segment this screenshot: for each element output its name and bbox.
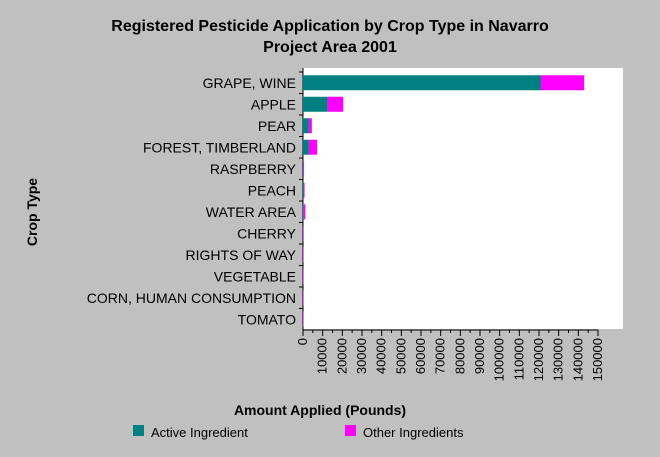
x-tick-label: 80000 xyxy=(452,338,467,374)
bar-other xyxy=(308,139,318,155)
legend-label: Active Ingredient xyxy=(151,425,248,440)
x-tick-label: 60000 xyxy=(413,338,428,374)
legend: Active Ingredient Other Ingredients xyxy=(133,425,464,440)
chart-title-line-2: Project Area 2001 xyxy=(263,39,397,56)
bar-other xyxy=(303,268,304,284)
bar-other xyxy=(303,204,306,220)
x-tick-label: 130000 xyxy=(551,338,566,381)
bar-other xyxy=(308,118,312,134)
x-tick-label: 90000 xyxy=(472,338,487,374)
category-label: GRAPE, WINE xyxy=(203,75,296,91)
category-label: APPLE xyxy=(251,96,296,112)
category-label: PEACH xyxy=(248,182,296,198)
x-axis-title: Amount Applied (Pounds) xyxy=(234,402,406,418)
legend-swatch xyxy=(345,425,356,436)
bars xyxy=(303,75,585,327)
bar-other xyxy=(303,247,304,263)
bar-other xyxy=(303,290,304,306)
category-label: FOREST, TIMBERLAND xyxy=(143,139,296,155)
bar-other xyxy=(303,225,304,241)
x-tick-label: 150000 xyxy=(590,338,605,381)
x-tick-label: 100000 xyxy=(492,338,507,381)
category-label: PEAR xyxy=(258,118,296,134)
category-label: TOMATO xyxy=(238,311,296,327)
category-label: CHERRY xyxy=(237,225,297,241)
bar-active xyxy=(303,182,304,198)
bar-active xyxy=(303,161,304,177)
x-tick-label: 50000 xyxy=(393,338,408,374)
bar-other xyxy=(540,75,585,91)
category-label: WATER AREA xyxy=(206,204,297,220)
bar-active xyxy=(303,118,309,134)
x-tick-label: 70000 xyxy=(433,338,448,374)
x-tick-label: 110000 xyxy=(511,338,526,380)
category-label: RIGHTS OF WAY xyxy=(186,247,297,263)
category-label: RASPBERRY xyxy=(210,161,297,177)
x-tick-label: 30000 xyxy=(354,338,369,374)
x-axis: 0 10000 20000 30000 40000 50000 60000 70000 8000… xyxy=(295,329,605,381)
bar-other xyxy=(303,161,305,177)
bar-other xyxy=(303,182,305,198)
legend-swatch xyxy=(133,425,144,436)
legend-label: Other Ingredients xyxy=(363,425,464,440)
x-tick-label: 40000 xyxy=(374,338,389,374)
bar-active xyxy=(303,139,309,155)
y-axis: GRAPE, WINE APPLE PEAR FOREST, TIMBERLAND RA… xyxy=(87,68,304,330)
bar-active xyxy=(303,204,304,220)
x-tick-label: 0 xyxy=(295,338,310,345)
bar-other xyxy=(303,311,304,327)
x-tick-label: 10000 xyxy=(315,338,330,374)
x-tick-label: 20000 xyxy=(334,338,349,374)
bar-active xyxy=(303,75,541,91)
y-axis-title: Crop Type xyxy=(24,178,40,246)
category-label: CORN, HUMAN CONSUMPTION xyxy=(87,290,296,306)
plot-area xyxy=(303,68,623,329)
x-tick-label: 120000 xyxy=(531,338,546,381)
bar-other xyxy=(327,96,344,112)
x-tick-label: 140000 xyxy=(570,338,585,381)
chart-title-line-1: Registered Pesticide Application by Crop… xyxy=(111,18,549,35)
bar-active xyxy=(303,96,328,112)
category-label: VEGETABLE xyxy=(214,268,296,284)
